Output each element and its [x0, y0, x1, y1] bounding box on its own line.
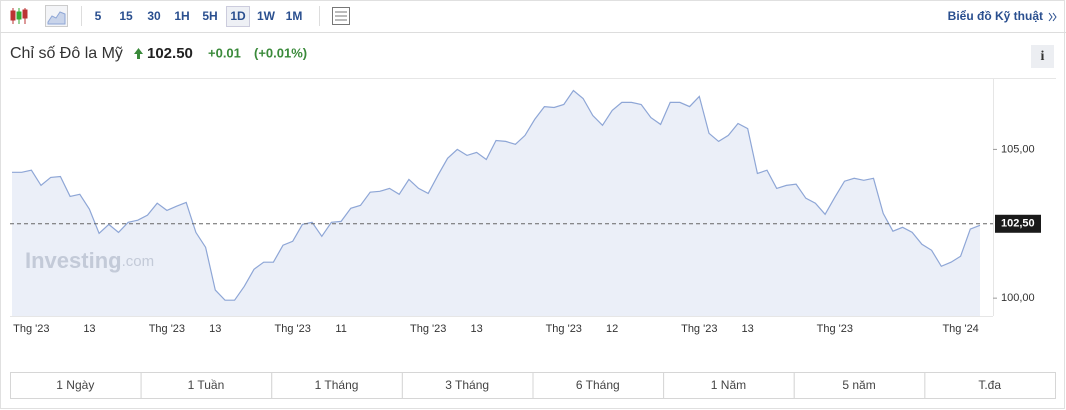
- range-label[interactable]: 5 năm: [842, 378, 875, 392]
- link-arrow: [1048, 12, 1057, 22]
- y-tick-label: 105,00: [1001, 143, 1035, 155]
- area-icon[interactable]: [45, 5, 68, 27]
- x-tick-label: Thg '23: [546, 323, 582, 335]
- range-button[interactable]: [793, 372, 926, 399]
- x-tick-label: 13: [742, 323, 754, 335]
- x-tick-label: 13: [471, 323, 483, 335]
- x-tick-label: Thg '23: [149, 323, 185, 335]
- watermark: Investing.com: [25, 248, 154, 273]
- interval-button[interactable]: 1D: [230, 9, 246, 23]
- table-icon[interactable]: [332, 7, 350, 25]
- x-tick-label: 11: [335, 323, 346, 335]
- technical-link[interactable]: Biểu đồ Kỹ thuật: [948, 9, 1043, 23]
- range-button[interactable]: [924, 372, 1056, 399]
- range-label[interactable]: 6 Tháng: [576, 378, 620, 392]
- interval-button[interactable]: 1M: [286, 9, 303, 23]
- interval-button[interactable]: 5: [95, 9, 102, 23]
- x-tick-label: 13: [83, 323, 95, 335]
- price: 102.50: [147, 45, 193, 62]
- last-price-tag: [995, 214, 1041, 233]
- range-button[interactable]: [532, 372, 665, 399]
- price-change: +0.01: [208, 45, 241, 60]
- candlestick-icon[interactable]: [10, 8, 28, 24]
- last-price-label: 102,50: [1001, 218, 1035, 230]
- interval-button[interactable]: 30: [147, 9, 161, 23]
- interval-button[interactable]: 5H: [202, 9, 217, 23]
- range-label[interactable]: T.đa: [978, 378, 1001, 392]
- x-tick-label: Thg '23: [817, 323, 853, 335]
- x-tick-label: Thg '23: [410, 323, 446, 335]
- watermark-suffix: .com: [122, 253, 155, 270]
- x-tick-label: 12: [606, 323, 618, 335]
- x-tick-label: Thg '23: [681, 323, 717, 335]
- instrument-name: Chỉ số Đô la Mỹ: [10, 45, 123, 62]
- x-tick-label: Thg '23: [275, 323, 311, 335]
- interval-button[interactable]: 1H: [174, 9, 189, 23]
- up-arrow: [134, 48, 143, 59]
- x-tick-label: Thg '24: [942, 323, 978, 335]
- range-button[interactable]: [271, 372, 403, 399]
- x-tick-label: 13: [209, 323, 221, 335]
- info-label: i: [1041, 49, 1045, 64]
- range-label[interactable]: 1 Ngày: [56, 378, 94, 392]
- range-label[interactable]: 1 Năm: [711, 378, 746, 392]
- y-tick-label: 100,00: [1001, 292, 1035, 304]
- price-change-percent: (+0.01%): [254, 45, 307, 60]
- interval-button[interactable]: 15: [119, 9, 133, 23]
- interval-selected: [226, 6, 250, 27]
- range-label[interactable]: 1 Tuần: [188, 378, 225, 392]
- watermark-brand: Investing: [25, 248, 122, 273]
- area-fill: [12, 90, 980, 316]
- range-label[interactable]: 1 Tháng: [315, 378, 359, 392]
- range-button[interactable]: [10, 372, 142, 399]
- price-line: [12, 89, 981, 301]
- range-label[interactable]: 3 Tháng: [445, 378, 489, 392]
- range-button[interactable]: [401, 372, 534, 399]
- info-button[interactable]: [1031, 45, 1054, 68]
- x-tick-label: Thg '23: [13, 323, 49, 335]
- interval-button[interactable]: 1W: [257, 9, 276, 23]
